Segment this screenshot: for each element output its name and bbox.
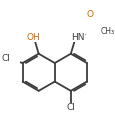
Text: Cl: Cl — [66, 103, 75, 112]
Text: Cl: Cl — [2, 54, 10, 63]
Text: O: O — [86, 10, 93, 19]
Text: HN: HN — [70, 33, 83, 42]
Text: CH₃: CH₃ — [100, 27, 114, 36]
Text: OH: OH — [27, 33, 40, 42]
